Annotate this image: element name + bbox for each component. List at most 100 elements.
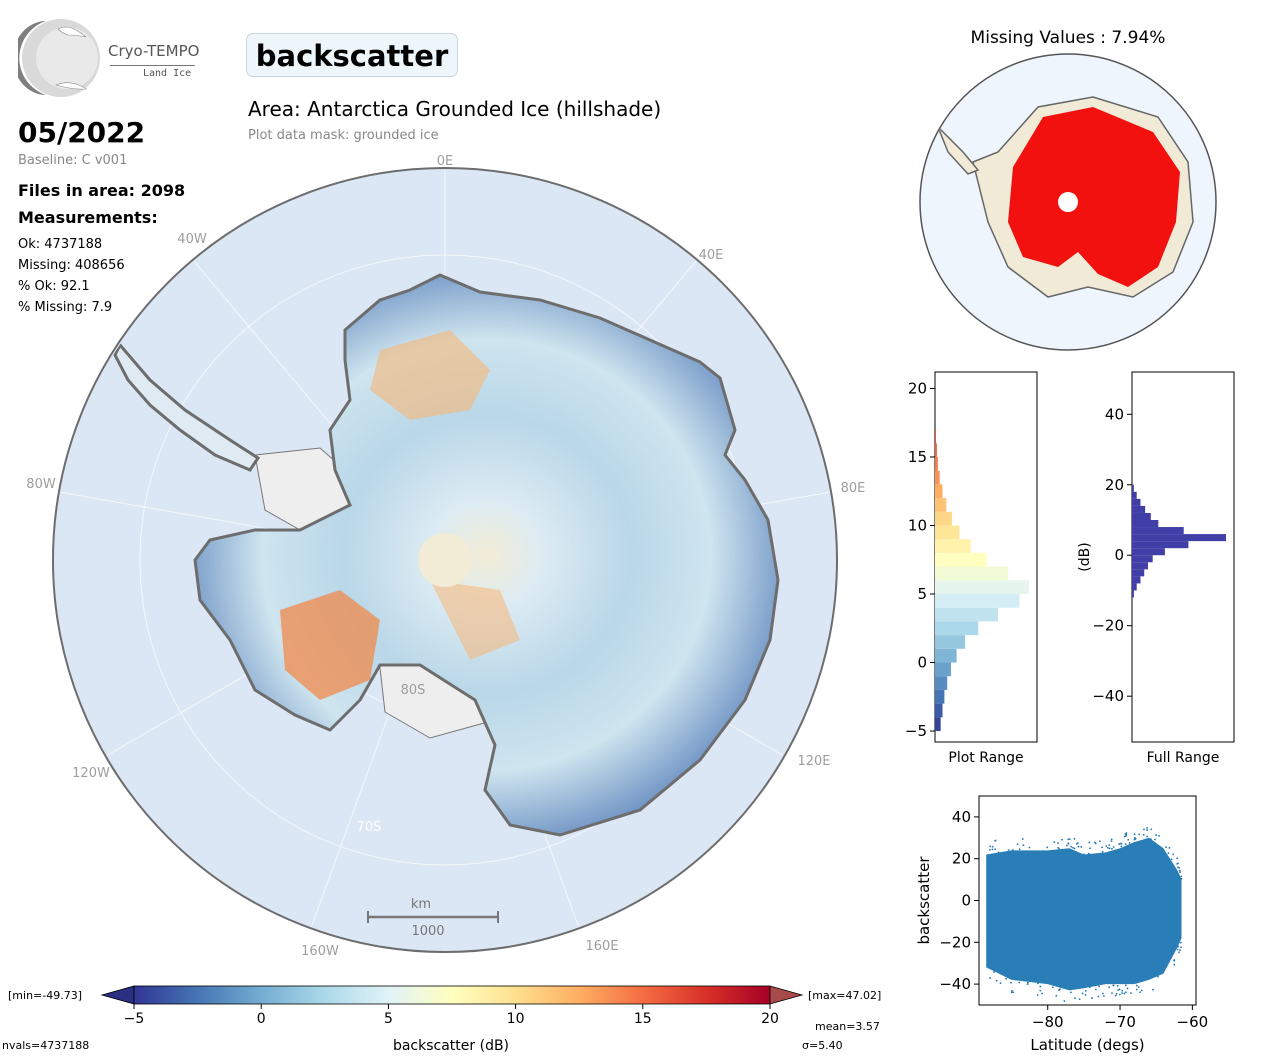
scatter-point	[1068, 838, 1071, 841]
histogram-bar	[1132, 505, 1146, 513]
scatter-point	[1026, 983, 1029, 986]
y-axis-label: (dB)	[1077, 542, 1093, 571]
scatter-point	[1146, 827, 1148, 829]
scatter-point	[1118, 988, 1121, 991]
scatter-point	[997, 851, 1000, 854]
scatter-point	[1012, 991, 1015, 994]
missing-values-map	[919, 53, 1217, 351]
y-tick-label: 0	[961, 892, 971, 910]
scatter-point	[1080, 845, 1083, 848]
scatter-point	[991, 848, 994, 851]
scatter-point	[1152, 988, 1154, 991]
scale-bar: km 1000	[367, 897, 499, 939]
histogram-bar	[935, 703, 943, 718]
scatter-point	[1118, 843, 1121, 845]
histogram-bar	[935, 511, 952, 526]
scatter-point	[1178, 951, 1180, 954]
mask-label: Plot data mask: grounded ice	[248, 128, 439, 143]
area-label: Area: Antarctica Grounded Ice (hillshade…	[248, 97, 662, 121]
scatter-point	[1123, 992, 1126, 995]
scatter-point	[1130, 992, 1132, 995]
histogram-bar	[935, 539, 971, 553]
colorbar-tick-label: −5	[124, 1011, 145, 1027]
scatter-point	[1012, 849, 1014, 851]
scatter-point	[1066, 844, 1068, 847]
scatter-point	[1112, 984, 1115, 987]
colorbar-axis-label: backscatter (dB)	[393, 1038, 509, 1054]
scatter-point	[988, 848, 991, 851]
files-count: Files in area: 2098	[18, 181, 186, 200]
histogram-bar	[1132, 562, 1148, 570]
scatter-point	[1179, 941, 1182, 944]
scatter-point	[1074, 997, 1076, 1000]
histogram-bar	[935, 456, 938, 471]
scatter-point	[1155, 834, 1158, 836]
scatter-point	[1165, 846, 1167, 849]
scatter-point	[1170, 858, 1173, 861]
scatter-point	[1082, 853, 1085, 856]
x-tick-label: −70	[1104, 1013, 1136, 1031]
scatter-point	[994, 839, 997, 842]
scatter-point	[1117, 989, 1120, 991]
y-tick-label: −20	[939, 933, 971, 951]
scatter-point	[1173, 959, 1176, 962]
scatter-point	[1072, 846, 1074, 849]
scatter-point	[1046, 846, 1049, 849]
stat-missing: Missing: 408656	[18, 258, 125, 273]
scatter-point	[1110, 838, 1113, 841]
scatter-point	[1094, 988, 1097, 991]
scatter-point	[1018, 848, 1021, 851]
scatter-point	[1028, 846, 1031, 849]
scatter-point	[1027, 981, 1029, 984]
histogram-bar	[1132, 583, 1137, 591]
lon-label-80w: 80W	[26, 477, 56, 492]
scatter-point-cloud	[986, 837, 1182, 991]
scatter-point	[1073, 847, 1076, 850]
scatter-point	[1087, 852, 1090, 855]
plot-range-histogram: 20 15 10 5 0 −5 Plot Range	[905, 371, 1038, 765]
date-label: 05/2022	[18, 116, 146, 149]
scatter-point	[1146, 829, 1149, 831]
dronning-maud-high-backscatter	[370, 330, 490, 420]
scatter-point	[994, 848, 997, 851]
scatter-point	[1133, 836, 1136, 839]
scatter-point	[1125, 833, 1128, 836]
colorbar-bar	[133, 985, 771, 1005]
scatter-point	[1133, 833, 1136, 836]
scatter-point	[989, 977, 992, 979]
scatter-point	[1055, 994, 1058, 997]
lon-label-0e: 0E	[437, 154, 454, 169]
logo-divider	[110, 65, 195, 66]
scatter-point	[1177, 866, 1179, 869]
colorbar-tick-label: 20	[761, 1011, 779, 1027]
scatter-point	[1120, 845, 1123, 848]
scatter-point	[1128, 842, 1131, 844]
scatter-point	[1021, 838, 1024, 840]
histogram-bar	[1132, 541, 1189, 549]
scatter-point	[1111, 847, 1113, 850]
scatter-point	[1142, 833, 1145, 836]
lon-label-120w: 120W	[72, 766, 110, 781]
scatter-point	[1120, 842, 1123, 845]
stat-ok: Ok: 4737188	[18, 237, 103, 252]
scatter-point	[1167, 852, 1170, 855]
y-tick-label: −40	[1092, 687, 1124, 705]
x-axis-label: Full Range	[1147, 750, 1220, 765]
histogram-bar	[935, 676, 948, 690]
histogram-bar	[1132, 590, 1134, 598]
lon-label-160e: 160E	[585, 939, 618, 954]
lat-label-80s: 80S	[401, 683, 426, 698]
colorbar-max-arrow	[769, 985, 804, 1005]
scatter-point	[1137, 986, 1140, 989]
y-tick-label: 5	[917, 585, 927, 603]
y-tick-label: 15	[908, 448, 927, 466]
histogram-bar	[935, 635, 966, 649]
scatter-point	[1150, 838, 1152, 841]
scatter-point	[1088, 986, 1091, 989]
histogram-bar	[935, 607, 998, 622]
histogram-bar	[935, 594, 1020, 608]
histogram-bar	[935, 525, 960, 540]
scatter-point	[1121, 989, 1124, 992]
scatter-point	[1091, 997, 1093, 999]
scatter-point	[1146, 835, 1149, 838]
